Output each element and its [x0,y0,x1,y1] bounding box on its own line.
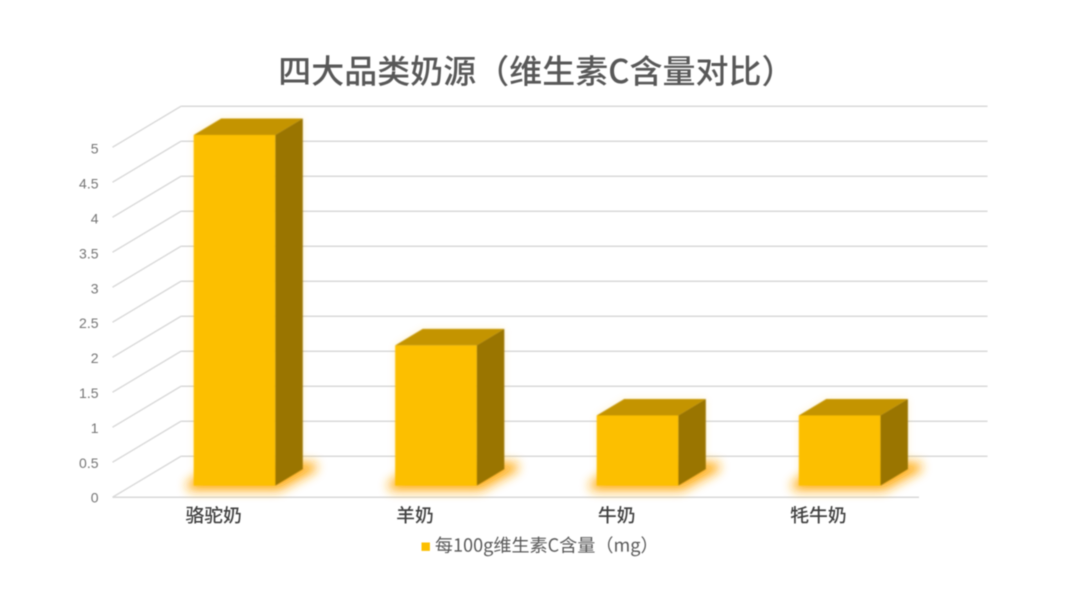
svg-text:0.5: 0.5 [79,455,99,471]
svg-text:5: 5 [91,141,99,157]
svg-text:2.5: 2.5 [79,315,99,331]
svg-text:3.5: 3.5 [79,245,99,261]
svg-text:1.5: 1.5 [79,385,99,401]
svg-text:0: 0 [91,490,99,506]
svg-text:3: 3 [91,280,99,296]
svg-text:1: 1 [91,420,99,436]
svg-text:4: 4 [91,211,99,227]
svg-text:2: 2 [91,350,99,366]
svg-text:4.5: 4.5 [79,176,99,192]
